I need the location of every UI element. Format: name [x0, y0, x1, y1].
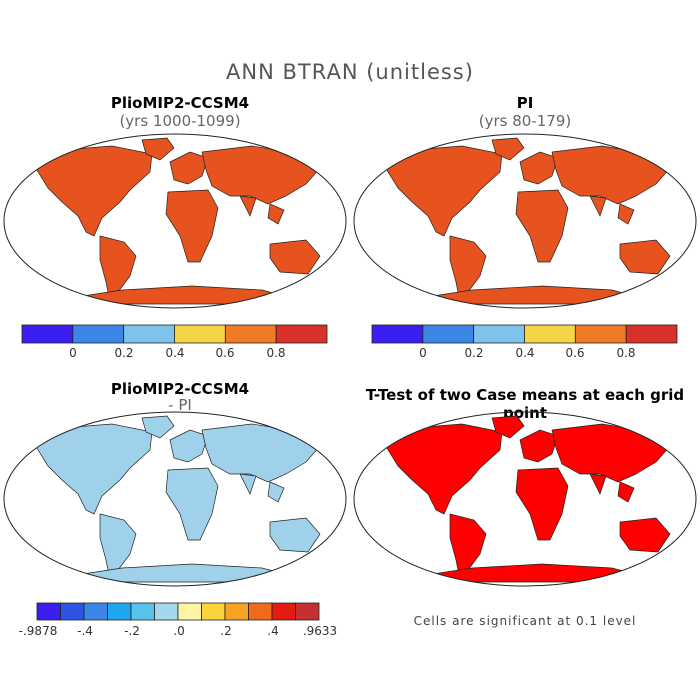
colorbar-swatch [295, 602, 320, 621]
colorbar-swatch [574, 324, 627, 344]
map-plio [3, 133, 347, 309]
landmass-asia [201, 145, 321, 205]
landmass-india [589, 195, 607, 217]
colorbar-label: .4 [267, 624, 279, 638]
colorbar-swatch [154, 602, 179, 621]
landmass-europe [519, 151, 559, 185]
landmass-se-asia [267, 481, 285, 503]
landmass-asia [551, 145, 671, 205]
figure-title: ANN BTRAN (unitless) [226, 60, 474, 84]
colorbar-swatch [422, 324, 475, 344]
landmass-india [239, 195, 257, 217]
colorbar-swatch [174, 324, 226, 344]
colorbar-swatch [60, 602, 85, 621]
colorbar-label: 0.4 [165, 346, 185, 360]
map-border [3, 133, 347, 309]
colorbar-swatch [83, 602, 108, 621]
colorbar-swatch [248, 602, 273, 621]
colorbar-swatch [107, 602, 132, 621]
landmass-india [589, 473, 607, 495]
landmass-se-asia [617, 481, 635, 503]
colorbar-swatch [473, 324, 525, 344]
colorbar-label: 0 [69, 346, 77, 360]
colorbar-swatch [36, 602, 61, 621]
landmass-africa [515, 189, 569, 263]
landmass-africa [165, 467, 219, 541]
colorbar-label: .2 [220, 624, 232, 638]
panel-diff-title: PlioMIP2-CCSM4 [110, 380, 250, 398]
landmass-antarctica [69, 563, 293, 583]
landmass-north-america [31, 145, 153, 237]
landmass-north-america [381, 423, 503, 515]
colorbar-swatch [21, 324, 74, 344]
landmass-se-asia [267, 203, 285, 225]
panel-plio-title: PlioMIP2-CCSM4 [110, 94, 250, 112]
landmass-se-asia [617, 203, 635, 225]
map-border [3, 411, 347, 587]
landmass-greenland [141, 415, 175, 439]
colorbar-swatch [224, 602, 249, 621]
colorbar-swatch [524, 324, 576, 344]
landmass-greenland [141, 137, 175, 161]
colorbar-label: 0 [419, 346, 427, 360]
landmass-africa [515, 467, 569, 541]
landmass-europe [519, 429, 559, 463]
colorbar-swatch [177, 602, 202, 621]
map-border [353, 411, 697, 587]
landmass-antarctica [419, 285, 643, 305]
map-border [353, 133, 697, 309]
colorbar-label: -.9878 [18, 624, 58, 638]
colorbar-swatch [625, 324, 678, 344]
colorbar-swatch [123, 324, 175, 344]
colorbar-plio [21, 324, 328, 344]
colorbar-label: 0.2 [114, 346, 134, 360]
landmass-asia [551, 423, 671, 483]
landmass-australia [619, 517, 671, 553]
colorbar-label: -.4 [77, 624, 93, 638]
colorbar-label: .0 [173, 624, 185, 638]
colorbar-label: 0.2 [464, 346, 484, 360]
colorbar-label: 0.6 [215, 346, 235, 360]
landmass-antarctica [419, 563, 643, 583]
landmass-greenland [491, 415, 525, 439]
landmass-greenland [491, 137, 525, 161]
colorbar-swatch [371, 324, 424, 344]
panel-pi-title: PI [516, 94, 534, 112]
map-diff [3, 411, 347, 587]
colorbar-swatch [224, 324, 277, 344]
colorbar-swatch [130, 602, 155, 621]
panel-pi-subtitle: (yrs 80-179) [478, 112, 572, 130]
landmass-north-america [381, 145, 503, 237]
colorbar-swatch [201, 602, 226, 621]
landmass-india [239, 473, 257, 495]
panel-diff-subtitle: - PI [168, 396, 192, 414]
colorbar-swatch [72, 324, 125, 344]
significance-note: Cells are significant at 0.1 level [413, 614, 637, 628]
map-pi [353, 133, 697, 309]
landmass-australia [619, 239, 671, 275]
landmass-europe [169, 429, 209, 463]
colorbar-label: 0.8 [266, 346, 286, 360]
colorbar-label: .9633 [302, 624, 338, 638]
colorbar-label: 0.8 [616, 346, 636, 360]
landmass-antarctica [69, 285, 293, 305]
landmass-australia [269, 517, 321, 553]
colorbar-label: 0.4 [515, 346, 535, 360]
colorbar-diff [36, 602, 320, 621]
colorbar-label: -.2 [124, 624, 140, 638]
colorbar-pi [371, 324, 678, 344]
map-ttest [353, 411, 697, 587]
landmass-asia [201, 423, 321, 483]
landmass-africa [165, 189, 219, 263]
landmass-europe [169, 151, 209, 185]
colorbar-swatch [275, 324, 328, 344]
landmass-north-america [31, 423, 153, 515]
landmass-australia [269, 239, 321, 275]
panel-plio-subtitle: (yrs 1000-1099) [119, 112, 241, 130]
colorbar-swatch [271, 602, 296, 621]
colorbar-label: 0.6 [565, 346, 585, 360]
